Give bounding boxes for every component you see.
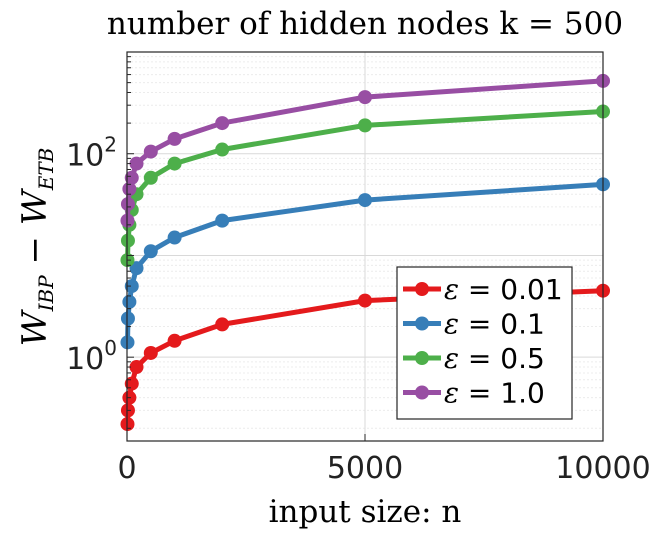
legend-epsilon: ε — [444, 273, 459, 306]
data-point — [143, 144, 158, 159]
data-point — [358, 293, 372, 308]
legend-epsilon: ε — [444, 308, 459, 341]
data-point — [167, 333, 182, 348]
y-label-base: W — [15, 308, 55, 346]
legend-value: = 0.01 — [459, 273, 563, 306]
y-tick-exponent: 2 — [104, 133, 117, 157]
data-point — [143, 244, 158, 259]
y-tick-label: 100 — [66, 336, 117, 377]
x-tick-label: 5000 — [327, 451, 403, 486]
data-point — [167, 230, 182, 245]
series-1 — [120, 177, 610, 350]
y-label-base-2: W — [15, 187, 55, 225]
data-point — [129, 360, 144, 375]
data-point — [215, 116, 230, 131]
data-point — [122, 294, 137, 309]
series-line — [125, 78, 604, 221]
legend-label: ε = 0.5 — [444, 342, 545, 375]
data-point — [358, 193, 372, 208]
legend-entry-0: ε = 0.01 — [403, 273, 563, 306]
data-point — [129, 261, 144, 276]
y-tick-label: 102 — [66, 133, 117, 174]
legend-label: ε = 0.1 — [444, 308, 545, 341]
y-label-sub2: ETB — [34, 148, 58, 192]
legend-swatch-marker — [415, 351, 429, 365]
data-point — [215, 213, 230, 228]
data-point — [120, 311, 135, 326]
data-point — [167, 156, 182, 171]
y-label-operator: − — [15, 225, 55, 275]
x-axis-label: input size: n — [269, 494, 462, 530]
data-point — [143, 170, 158, 185]
legend-epsilon: ε — [444, 377, 459, 410]
legend-label: ε = 1.0 — [444, 377, 545, 410]
legend-entry-1: ε = 0.1 — [403, 308, 545, 341]
legend-value: = 0.1 — [459, 308, 545, 341]
axes — [126, 51, 604, 442]
y-tick-base: 10 — [66, 139, 104, 174]
x-tick-label: 0 — [117, 451, 136, 486]
series-2 — [120, 104, 610, 268]
grid — [126, 51, 604, 441]
legend-swatch-marker — [415, 282, 429, 296]
legend-epsilon: ε — [444, 342, 459, 375]
legend-value: = 0.5 — [459, 342, 545, 375]
chart-title: number of hidden nodes k = 500 — [107, 6, 623, 42]
data-point — [120, 233, 135, 248]
legend-swatch-marker — [415, 385, 429, 400]
data-point — [129, 156, 144, 171]
data-point — [120, 197, 135, 212]
y-tick-base: 10 — [66, 342, 104, 377]
data-point — [122, 182, 137, 197]
data-point — [143, 345, 158, 360]
legend-value: = 1.0 — [459, 377, 545, 410]
data-point — [124, 170, 139, 185]
data-point — [215, 317, 230, 332]
series-line — [125, 181, 604, 343]
data-point — [215, 142, 230, 157]
series-line — [125, 109, 604, 261]
y-axis-label: WIBP − WETB — [15, 148, 58, 347]
y-label-sub1: IBP — [34, 275, 58, 313]
data-point — [358, 118, 372, 133]
data-point — [124, 279, 139, 294]
legend-entry-3: ε = 1.0 — [403, 377, 545, 410]
legend-entry-2: ε = 0.5 — [403, 342, 545, 375]
data-point — [358, 90, 372, 105]
y-tick-exponent: 0 — [104, 336, 117, 360]
legend: ε = 0.01ε = 0.1ε = 0.5ε = 1.0 — [396, 266, 573, 420]
legend-swatch-marker — [415, 316, 429, 331]
data-point — [167, 131, 182, 146]
legend-label: ε = 0.01 — [444, 273, 563, 306]
x-tick-label: 10000 — [555, 451, 650, 486]
